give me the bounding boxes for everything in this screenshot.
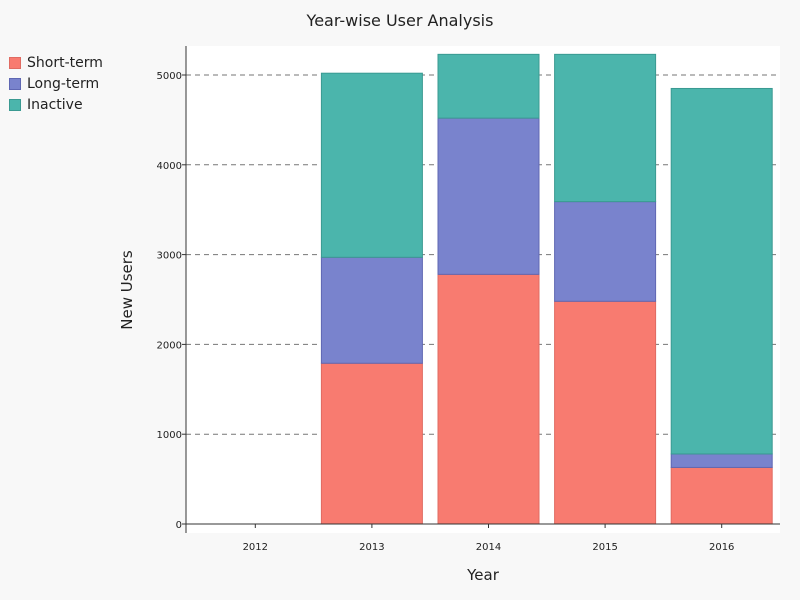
bar-short-term-2016[interactable] xyxy=(670,466,773,525)
x-tick-labels: 2012 2013 2014 2015 2016 xyxy=(243,524,734,553)
x-axis-label: Year xyxy=(466,566,500,584)
legend-item-inactive[interactable]: Inactive xyxy=(9,94,103,115)
x-tick-label-2013: 2013 xyxy=(359,542,384,553)
bar-long-term-2014[interactable] xyxy=(437,117,540,275)
legend-swatch-inactive xyxy=(9,98,21,111)
x-tick-label-2016: 2016 xyxy=(709,542,734,553)
x-tick-label-2014: 2014 xyxy=(476,542,501,553)
x-tick-label-2012: 2012 xyxy=(243,542,268,553)
y-tick-label-3000: 3000 xyxy=(157,251,182,262)
legend-label-long-term: Long-term xyxy=(27,75,100,92)
bar-long-term-2015[interactable] xyxy=(554,201,657,302)
y-tick-label-2000: 2000 xyxy=(157,340,182,351)
legend: Short-term Long-term Inactive xyxy=(9,52,103,115)
legend-swatch-long-term xyxy=(9,77,21,90)
y-tick-label-5000: 5000 xyxy=(157,71,182,82)
y-tick-label-1000: 1000 xyxy=(157,430,182,441)
bar-short-term-2015[interactable] xyxy=(554,300,657,525)
y-tick-labels: 0 1000 2000 3000 4000 5000 xyxy=(157,71,186,531)
legend-item-short-term[interactable]: Short-term xyxy=(9,52,103,73)
legend-label-inactive: Inactive xyxy=(27,96,83,113)
legend-swatch-short-term xyxy=(9,56,21,69)
legend-item-long-term[interactable]: Long-term xyxy=(9,73,103,94)
y-tick-label-0: 0 xyxy=(176,520,182,531)
y-axis-label: New Users xyxy=(118,250,136,330)
bar-inactive-2016[interactable] xyxy=(670,87,773,455)
bar-short-term-2013[interactable] xyxy=(320,362,423,525)
bar-inactive-2015[interactable] xyxy=(554,53,657,203)
bar-inactive-2013[interactable] xyxy=(320,72,423,258)
bar-long-term-2016[interactable] xyxy=(670,453,773,468)
x-tick-label-2015: 2015 xyxy=(592,542,617,553)
legend-label-short-term: Short-term xyxy=(27,54,103,71)
bar-inactive-2014[interactable] xyxy=(437,53,540,119)
bar-short-term-2014[interactable] xyxy=(437,273,540,525)
bar-long-term-2013[interactable] xyxy=(320,256,423,364)
chart-title: Year-wise User Analysis xyxy=(306,11,494,30)
bars xyxy=(320,53,773,525)
y-tick-label-4000: 4000 xyxy=(157,161,182,172)
